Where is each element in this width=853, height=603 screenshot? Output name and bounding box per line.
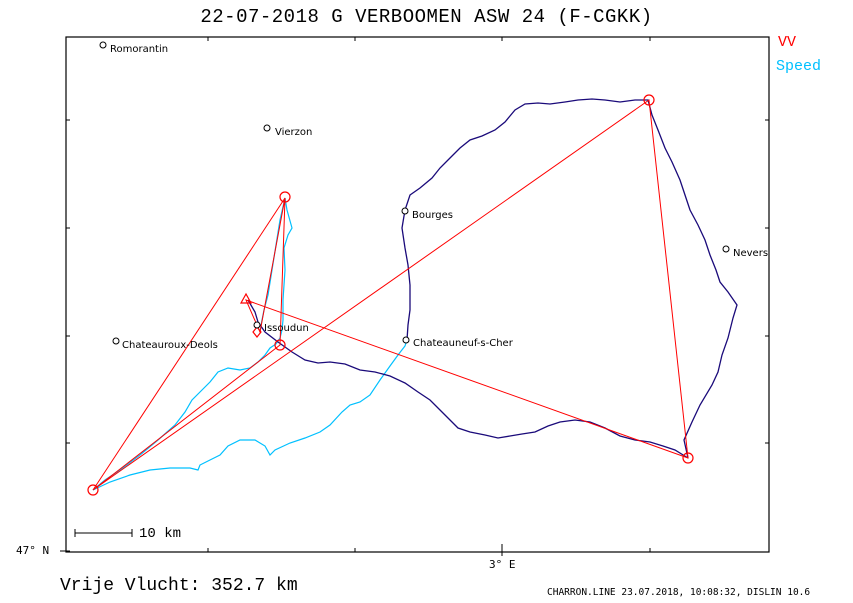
town-markers (99, 41, 730, 345)
scale-bar (74, 529, 133, 537)
turnpoint-start (87, 484, 99, 496)
legend-speed: Speed (776, 58, 821, 75)
town-nevers: Nevers (733, 248, 769, 259)
x-axis-label: 3° E (489, 558, 516, 571)
turnpoint-markers (87, 94, 694, 496)
town-vierzon: Vierzon (275, 127, 313, 138)
axis-ticks (60, 37, 769, 556)
town-chateauneuf-s-cher: Chateauneuf-s-Cher (413, 338, 513, 349)
legend-vv-label: VV (778, 34, 797, 51)
turnpoint-4 (274, 339, 286, 351)
scale-bar-label: 10 km (139, 526, 182, 542)
town-chateauroux-deols: Chateauroux-Deols (122, 340, 218, 351)
y-axis-label: 47° N (16, 544, 50, 557)
flight-track (247, 98, 738, 459)
turnpoint-3 (279, 191, 291, 203)
turnpoint-finish (239, 292, 253, 304)
town-bourges: Bourges (412, 210, 453, 221)
town-romorantin: Romorantin (110, 44, 169, 55)
turnpoint-2 (682, 452, 694, 464)
map-frame (65, 36, 770, 553)
town-issoudun: Issoudun (264, 323, 309, 334)
legend-vv: VV (778, 34, 796, 51)
legend-speed-label: Speed (776, 58, 822, 75)
map-title: 22-07-2018 G VERBOOMEN ASW 24 (F-CGKK) (200, 6, 653, 28)
task-lines (92, 99, 689, 491)
turnpoint-1 (643, 94, 655, 106)
turnpoint-diamond (252, 326, 262, 338)
distance-summary: Vrije Vlucht: 352.7 km (60, 576, 298, 596)
footer-info: CHARRON.LINE 23.07.2018, 10:08:32, DISLI… (547, 587, 811, 598)
